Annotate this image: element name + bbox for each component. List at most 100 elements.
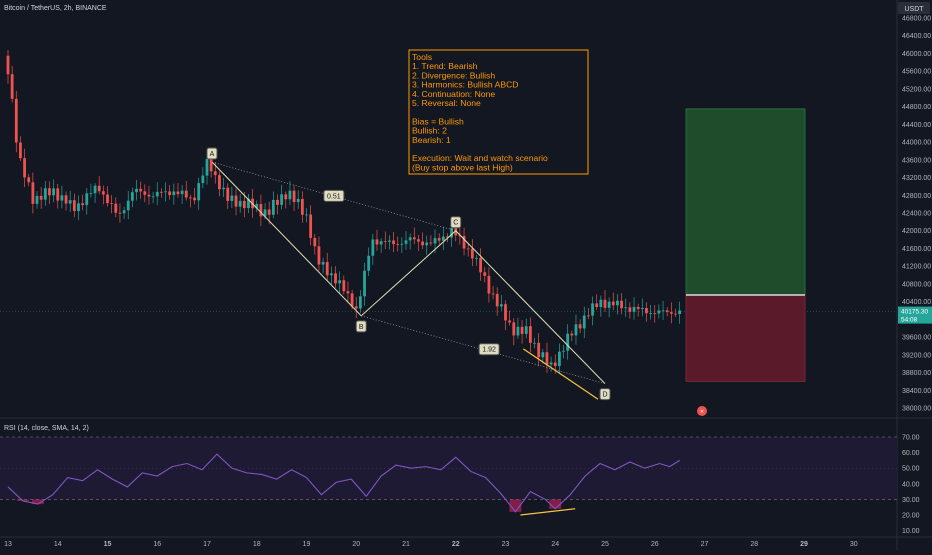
analysis-note-line: 3. Harmonics: Bullish ABCD (412, 80, 519, 90)
rsi-tick-label: 30.00 (902, 497, 920, 504)
candle-body (557, 351, 561, 367)
time-tick-label: 13 (4, 541, 12, 548)
candle-body (454, 227, 458, 236)
time-axis[interactable]: 13 14 15 16 17 18 19 20 21 22 23 24 25 26 27 28 29 30 (4, 541, 858, 548)
time-tick-label: 25 (601, 541, 609, 548)
rsi-tick-label: 10.00 (902, 528, 920, 535)
candle-body (574, 324, 578, 336)
point-a-label: A (210, 151, 215, 158)
candle-body (562, 350, 565, 352)
candle-body (292, 190, 296, 203)
candle-body (495, 293, 499, 307)
candle-body (139, 188, 143, 192)
candle-body (172, 191, 176, 196)
analysis-note-line: 2. Divergence: Bullish (412, 70, 495, 80)
analysis-note-box[interactable] (408, 49, 589, 175)
candle-body (632, 306, 636, 312)
price-tick-label: 43600.00 (902, 157, 931, 164)
time-tick-label: 26 (651, 541, 659, 548)
time-tick-label: 30 (850, 541, 858, 548)
candle-body (545, 352, 549, 365)
candle-body (417, 239, 420, 242)
candle-body (537, 342, 541, 358)
price-tick-label: 45600.00 (902, 69, 931, 76)
candle-body (674, 313, 677, 315)
time-tick-label: 22 (452, 541, 460, 548)
current-price-tag[interactable] (898, 306, 932, 324)
rsi-pane[interactable]: RSI (14, close, SMA, 14, 2) (0, 425, 897, 516)
candle-body (595, 303, 599, 308)
price-divergence-line[interactable] (522, 348, 599, 400)
candle-body (325, 262, 329, 276)
price-tick-label: 46800.00 (902, 16, 931, 23)
price-axis[interactable]: 46800.00 46400.00 46000.00 45600.00 45200.00… (0, 16, 932, 413)
candle-body (404, 240, 408, 244)
time-tick-label: 24 (551, 541, 559, 548)
candle-body (305, 214, 308, 216)
rsi-line[interactable] (7, 453, 680, 513)
candle-body (400, 243, 404, 245)
candle-body (85, 193, 89, 206)
currency-badge[interactable]: USDT (898, 2, 930, 14)
candle-body (396, 244, 400, 245)
candle-body (180, 190, 184, 195)
candle-body (375, 239, 379, 245)
ratio-bd-label-box[interactable] (478, 343, 500, 356)
point-a-label-box[interactable] (206, 147, 218, 160)
point-b-label-box[interactable] (355, 320, 367, 333)
candle-body (64, 195, 68, 204)
candle-body (52, 188, 56, 196)
candle-body (678, 310, 682, 315)
time-tick-label: 16 (153, 541, 161, 548)
candle-body (6, 55, 10, 75)
candle-body (549, 362, 553, 365)
ratio-ac-label-box[interactable] (323, 189, 345, 202)
candle-body (329, 273, 333, 276)
candle-body (429, 242, 433, 244)
rsi-divergence-line[interactable] (520, 508, 576, 516)
candle-body (358, 296, 362, 309)
candle-body (126, 200, 130, 211)
point-d-label-box[interactable] (599, 388, 611, 401)
candle-body (143, 191, 147, 195)
stop-loss-zone[interactable] (685, 294, 806, 382)
time-tick-label: 29 (800, 541, 808, 548)
candle-body (470, 248, 474, 259)
candle-body (218, 175, 221, 190)
candle-body (147, 194, 151, 197)
analysis-note-line: (Buy stop above last High) (412, 162, 513, 172)
time-tick-label: 20 (352, 541, 360, 548)
candle-body (300, 198, 304, 215)
candle-body (479, 257, 483, 273)
profit-zone[interactable] (685, 108, 806, 296)
candle-body (587, 315, 590, 317)
candle-body (338, 280, 342, 284)
analysis-note-line: Bullish: 2 (412, 126, 447, 136)
candle-body (491, 293, 495, 295)
time-tick-label: 23 (502, 541, 510, 548)
candle-body (512, 322, 516, 336)
candle-body (296, 198, 300, 203)
candle-body (81, 203, 85, 206)
point-c-label-box[interactable] (450, 216, 462, 229)
candle-body (135, 188, 138, 193)
price-tick-label: 44000.00 (902, 140, 931, 147)
abcd-pattern[interactable]: A B C D 0.51 1.92 (206, 147, 611, 401)
candle-body (599, 299, 603, 308)
abcd-legs[interactable] (211, 161, 606, 384)
candle-body (238, 200, 242, 207)
candle-body (89, 193, 93, 195)
candle-body (392, 240, 395, 245)
trade-zones[interactable] (685, 108, 806, 382)
candle-body (371, 239, 375, 256)
point-c-label: C (453, 220, 458, 227)
candle-body (645, 308, 648, 314)
alert-badge[interactable]: ✕ (697, 406, 707, 416)
analysis-note-line: 1. Trend: Bearish (412, 61, 478, 71)
candle-body (247, 198, 250, 209)
candle-body (334, 273, 337, 284)
price-tick-label: 39200.00 (902, 352, 931, 359)
rsi-legend: RSI (14, close, SMA, 14, 2) (4, 425, 89, 432)
